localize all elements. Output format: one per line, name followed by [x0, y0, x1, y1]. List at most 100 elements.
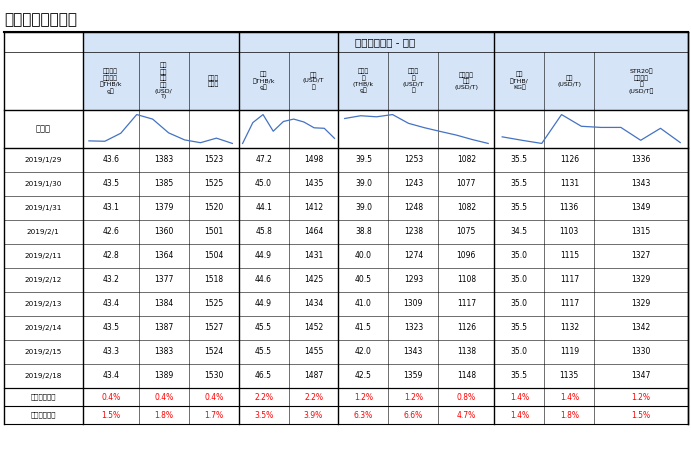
Text: 1431: 1431 — [304, 251, 323, 261]
Text: 1342: 1342 — [632, 324, 651, 332]
Text: 43.2: 43.2 — [102, 275, 119, 284]
Text: 1385: 1385 — [154, 180, 173, 188]
Text: 1384: 1384 — [154, 300, 173, 308]
Text: 烟片
（THB/k
g）: 烟片 （THB/k g） — [252, 72, 275, 90]
Text: 1525: 1525 — [204, 300, 223, 308]
Text: 乳胶胶
水
(USD/T
）: 乳胶胶 水 (USD/T ） — [403, 69, 424, 93]
Text: 1347: 1347 — [632, 371, 651, 381]
Bar — [339, 52, 388, 110]
Text: 1.5%: 1.5% — [101, 411, 120, 419]
Text: 43.3: 43.3 — [102, 348, 120, 357]
Text: 2.2%: 2.2% — [254, 393, 273, 401]
Text: 43.4: 43.4 — [102, 300, 120, 308]
Text: 44.9: 44.9 — [255, 300, 272, 308]
Text: 1096: 1096 — [457, 251, 476, 261]
Text: 6.3%: 6.3% — [354, 411, 373, 419]
Text: 2019/2/1: 2019/2/1 — [27, 229, 59, 235]
Text: 1.4%: 1.4% — [560, 393, 579, 401]
Text: 42.5: 42.5 — [355, 371, 372, 381]
Bar — [4, 32, 83, 52]
Text: 2019/2/11: 2019/2/11 — [25, 253, 62, 259]
Text: 0.4%: 0.4% — [154, 393, 173, 401]
Text: 1126: 1126 — [457, 324, 476, 332]
Text: 1.2%: 1.2% — [632, 393, 651, 401]
Text: 1126: 1126 — [560, 156, 579, 164]
Text: 2019/2/15: 2019/2/15 — [25, 349, 62, 355]
Text: 1349: 1349 — [632, 204, 651, 213]
Text: 47.2: 47.2 — [255, 156, 272, 164]
Text: 45.5: 45.5 — [255, 324, 272, 332]
Text: 46.5: 46.5 — [255, 371, 272, 381]
Text: 1504: 1504 — [204, 251, 223, 261]
Text: 1383: 1383 — [154, 156, 173, 164]
Bar — [83, 52, 139, 110]
Text: 43.6: 43.6 — [102, 156, 120, 164]
Text: 41.5: 41.5 — [355, 324, 372, 332]
Text: 1434: 1434 — [304, 300, 323, 308]
Bar — [139, 52, 189, 110]
Text: 40.0: 40.0 — [355, 251, 372, 261]
Text: 1379: 1379 — [154, 204, 173, 213]
Text: 35.0: 35.0 — [511, 348, 528, 357]
Text: 乳胶胶
水
(THB/k
g）: 乳胶胶 水 (THB/k g） — [353, 69, 374, 93]
Text: 1248: 1248 — [404, 204, 423, 213]
Text: 40.5: 40.5 — [355, 275, 372, 284]
Text: 1274: 1274 — [404, 251, 423, 261]
Text: 1.2%: 1.2% — [404, 393, 423, 401]
Text: 45.0: 45.0 — [255, 180, 272, 188]
Text: 2019/2/14: 2019/2/14 — [25, 325, 62, 331]
Text: 2019/2/18: 2019/2/18 — [25, 373, 62, 379]
Text: 44.1: 44.1 — [255, 204, 272, 213]
Text: 1343: 1343 — [632, 180, 651, 188]
Text: 44.9: 44.9 — [255, 251, 272, 261]
Text: 1.5%: 1.5% — [632, 411, 651, 419]
Text: 41.0: 41.0 — [355, 300, 372, 308]
Text: 1136: 1136 — [560, 204, 579, 213]
Text: 39.0: 39.0 — [355, 204, 372, 213]
Text: 1364: 1364 — [154, 251, 173, 261]
Text: 1117: 1117 — [457, 300, 476, 308]
Text: 39.5: 39.5 — [355, 156, 372, 164]
Text: 35.5: 35.5 — [511, 324, 528, 332]
Bar — [289, 52, 339, 110]
Text: 43.1: 43.1 — [102, 204, 119, 213]
Text: 2019/1/30: 2019/1/30 — [25, 181, 62, 187]
Text: 1518: 1518 — [204, 275, 223, 284]
Text: 2019/2/12: 2019/2/12 — [25, 277, 62, 283]
Text: 35.5: 35.5 — [511, 371, 528, 381]
Text: 1520: 1520 — [204, 204, 223, 213]
Text: 1336: 1336 — [632, 156, 651, 164]
Text: 45.5: 45.5 — [255, 348, 272, 357]
Text: 1075: 1075 — [457, 227, 476, 237]
Text: 1387: 1387 — [154, 324, 173, 332]
Text: 1243: 1243 — [404, 180, 423, 188]
Text: 4.7%: 4.7% — [457, 411, 476, 419]
Text: 烟片
(USD/T
）: 烟片 (USD/T ） — [303, 72, 324, 90]
Text: 1082: 1082 — [457, 204, 476, 213]
Text: 1131: 1131 — [560, 180, 579, 188]
Bar — [545, 52, 594, 110]
Text: 3.5%: 3.5% — [254, 411, 273, 419]
Text: 35.0: 35.0 — [511, 300, 528, 308]
Text: 1117: 1117 — [560, 275, 579, 284]
Text: 乳胶制成
成本
(USD/T): 乳胶制成 成本 (USD/T) — [455, 72, 478, 90]
Text: 1.8%: 1.8% — [560, 411, 579, 419]
Text: 1487: 1487 — [304, 371, 323, 381]
Text: 泰国原料市场报价: 泰国原料市场报价 — [4, 12, 77, 27]
Text: 2.2%: 2.2% — [304, 393, 323, 401]
Text: 1108: 1108 — [457, 275, 476, 284]
Bar — [238, 52, 289, 110]
Text: 1525: 1525 — [204, 180, 223, 188]
Text: 1135: 1135 — [560, 371, 579, 381]
Text: 1377: 1377 — [154, 275, 173, 284]
Text: 35.0: 35.0 — [511, 251, 528, 261]
Text: 35.5: 35.5 — [511, 204, 528, 213]
Text: 42.6: 42.6 — [102, 227, 119, 237]
Text: 1.8%: 1.8% — [154, 411, 173, 419]
Text: 1498: 1498 — [304, 156, 323, 164]
Text: 迷你图: 迷你图 — [36, 125, 51, 133]
Text: 1115: 1115 — [560, 251, 579, 261]
Text: 45.8: 45.8 — [255, 227, 272, 237]
Text: 1330: 1330 — [632, 348, 651, 357]
Text: 0.4%: 0.4% — [101, 393, 120, 401]
